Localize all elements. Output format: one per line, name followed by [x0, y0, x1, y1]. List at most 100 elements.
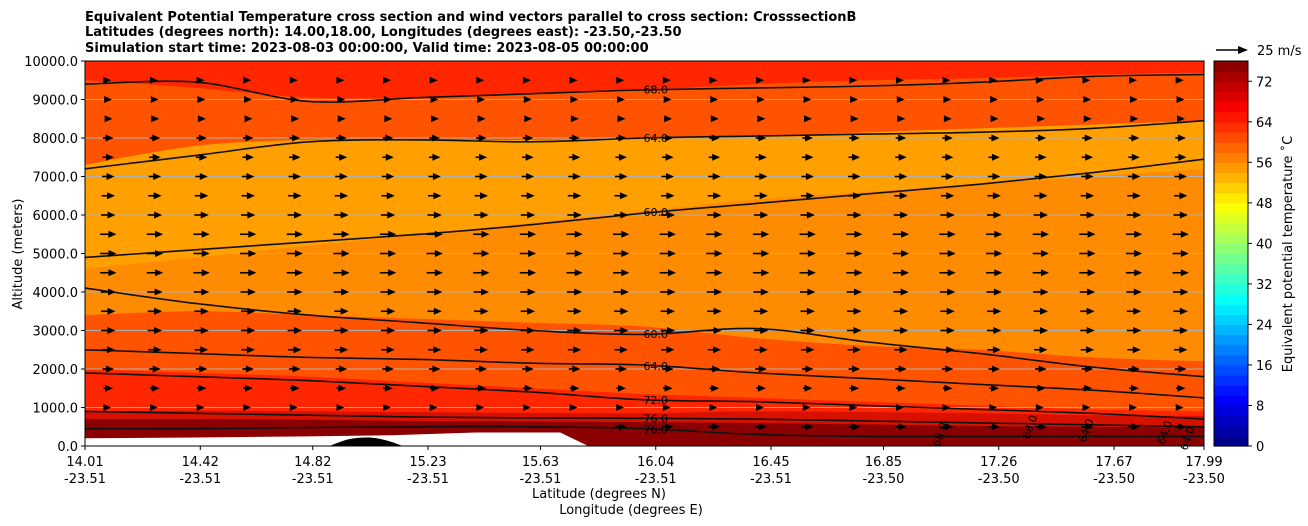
- wind-arrow-18-10: [569, 76, 578, 84]
- wind-arrow-15-21: [1082, 134, 1093, 142]
- wind-arrow-5-16: [847, 327, 862, 334]
- wind-arrow-14-0: [102, 153, 115, 161]
- wind-arrow-7-1: [147, 288, 163, 296]
- wind-arrow-12-2: [194, 192, 209, 200]
- wind-arrow-5-18: [940, 327, 955, 334]
- wind-arrow-9-19: [986, 250, 1003, 257]
- colorbar-segment-14: [1214, 364, 1248, 376]
- wind-arrow-head: [384, 384, 393, 392]
- contour-label-7: 76.0: [643, 423, 668, 436]
- wind-arrow-head: [246, 192, 255, 200]
- wind-arrow-head: [108, 250, 117, 257]
- wind-arrow-head: [293, 192, 302, 200]
- wind-arrow-2-21: [1082, 384, 1093, 392]
- wind-arrow-18-15: [802, 76, 811, 84]
- x-tick-label-lat-5: 16.04: [637, 455, 674, 470]
- wind-arrow-8-9: [519, 269, 537, 277]
- wind-arrow-14-21: [1081, 153, 1094, 161]
- wind-arrow-head: [1082, 404, 1091, 411]
- wind-arrow-12-3: [241, 192, 255, 200]
- wind-arrow-6-14: [753, 307, 769, 315]
- wind-arrow-head: [197, 96, 206, 103]
- wind-arrow-3-3: [242, 365, 254, 373]
- wind-arrow-14-4: [289, 153, 301, 161]
- wind-arrow-13-5: [335, 173, 348, 180]
- wind-arrow-head: [806, 327, 815, 334]
- wind-arrow-head: [898, 365, 907, 373]
- quiver-key-label: 25 m/s: [1257, 44, 1302, 59]
- wind-arrow-2-0: [103, 384, 114, 392]
- wind-arrow-0-19: [988, 423, 1000, 431]
- y-tick-label-0: 0.0: [57, 440, 78, 455]
- wind-arrow-13-4: [288, 173, 302, 180]
- wind-arrow-4-13: [707, 346, 722, 354]
- wind-arrow-16-8: [477, 115, 486, 123]
- wind-arrow-9-23: [1172, 250, 1189, 257]
- wind-arrow-head: [1133, 327, 1142, 334]
- wind-arrow-11-8: [474, 211, 489, 219]
- wind-arrow-1-18: [942, 404, 951, 411]
- wind-arrow-18-16: [849, 76, 858, 84]
- wind-arrow-17-23: [1176, 96, 1185, 103]
- wind-arrow-head: [1129, 404, 1138, 411]
- wind-arrow-11-7: [427, 211, 442, 219]
- wind-arrow-3-9: [522, 365, 534, 373]
- wind-arrow-12-15: [800, 192, 815, 200]
- no-data-region: [85, 432, 589, 446]
- wind-arrow-head: [807, 269, 816, 277]
- wind-arrow-2-8: [476, 384, 487, 392]
- x-tick-label-lon-1: -23.51: [179, 472, 221, 487]
- x-tick-label-lat-1: 14.42: [182, 455, 219, 470]
- wind-arrow-8-20: [1032, 269, 1049, 277]
- wind-arrow-head: [153, 173, 162, 180]
- wind-arrow-head: [385, 153, 394, 161]
- wind-arrow-1-6: [383, 404, 392, 411]
- wind-arrow-head: [573, 192, 582, 200]
- wind-arrow-head: [289, 76, 298, 84]
- wind-arrow-head: [807, 230, 816, 238]
- wind-arrow-9-8: [473, 250, 490, 257]
- wind-arrow-head: [200, 307, 209, 315]
- wind-arrow-head: [572, 365, 581, 373]
- wind-arrow-head: [149, 404, 158, 411]
- wind-arrow-head: [434, 230, 443, 238]
- wind-arrow-6-9: [520, 307, 536, 315]
- wind-arrow-head: [994, 269, 1003, 277]
- wind-arrow-head: [901, 269, 910, 277]
- wind-arrow-11-12: [660, 211, 676, 219]
- wind-arrow-head: [480, 288, 489, 296]
- wind-arrow-9-18: [939, 250, 956, 257]
- contour-label-0: 68.0: [643, 84, 668, 97]
- wind-arrow-3-0: [102, 365, 115, 373]
- wind-arrow-head: [478, 134, 487, 142]
- wind-arrow-head: [154, 327, 163, 334]
- wind-arrow-head: [573, 346, 582, 354]
- quiver-key: 25 m/s: [1216, 44, 1302, 59]
- wind-arrow-head: [431, 115, 440, 123]
- wind-arrow-head: [945, 365, 954, 373]
- x-tick-label-lat-3: 15.23: [409, 455, 446, 470]
- y-tick-label-2: 2000.0: [33, 363, 79, 378]
- wind-arrow-11-18: [940, 211, 955, 219]
- wind-arrow-head: [1084, 384, 1093, 392]
- wind-arrow-9-1: [146, 250, 164, 257]
- wind-arrow-7-15: [800, 288, 816, 296]
- wind-arrow-head: [155, 269, 164, 277]
- wind-arrow-2-4: [290, 384, 300, 392]
- wind-arrow-head: [662, 76, 671, 84]
- wind-arrow-head: [152, 134, 161, 142]
- wind-arrow-head: [573, 307, 582, 315]
- wind-arrow-head: [434, 250, 443, 257]
- wind-arrow-8-3: [240, 269, 257, 277]
- wind-arrow-head: [758, 365, 767, 373]
- colorbar-segment-12: [1214, 375, 1248, 386]
- wind-arrow-head: [853, 346, 862, 354]
- wind-arrow-18-18: [942, 76, 951, 84]
- wind-arrow-head: [528, 269, 537, 277]
- wind-arrow-6-16: [847, 307, 862, 315]
- wind-arrow-head: [807, 288, 816, 296]
- wind-arrow-18-19: [989, 76, 998, 84]
- wind-arrow-head: [993, 307, 1002, 315]
- wind-arrow-2-14: [756, 384, 766, 392]
- wind-arrow-17-1: [150, 96, 159, 103]
